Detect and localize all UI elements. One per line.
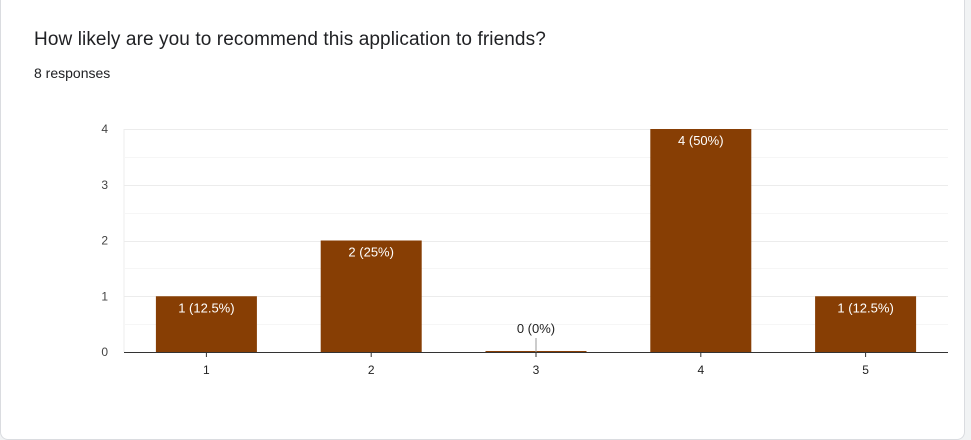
question-title: How likely are you to recommend this app… <box>34 29 546 50</box>
x-tick-label: 5 <box>862 363 869 377</box>
y-tick-label: 0 <box>101 345 108 359</box>
bar-data-label: 2 (25%) <box>348 245 394 260</box>
bar-data-label: 4 (50%) <box>678 133 724 148</box>
x-tick-label: 4 <box>697 363 704 377</box>
bar <box>815 296 917 352</box>
bar <box>155 296 257 352</box>
bar <box>320 240 422 352</box>
x-tick-label: 2 <box>368 363 375 377</box>
bar-data-label: 1 (12.5%) <box>178 300 234 315</box>
y-tick-label: 2 <box>101 234 108 248</box>
y-tick-label: 1 <box>101 289 108 303</box>
x-tick-label: 1 <box>203 363 210 377</box>
response-count: 8 responses <box>34 65 111 81</box>
bar-data-label: 0 (0%) <box>517 321 555 336</box>
bar-data-label: 1 (12.5%) <box>837 300 893 315</box>
y-tick-label: 4 <box>101 122 108 136</box>
y-tick-label: 3 <box>101 178 108 192</box>
bar <box>650 129 752 352</box>
x-tick-label: 3 <box>533 363 540 377</box>
